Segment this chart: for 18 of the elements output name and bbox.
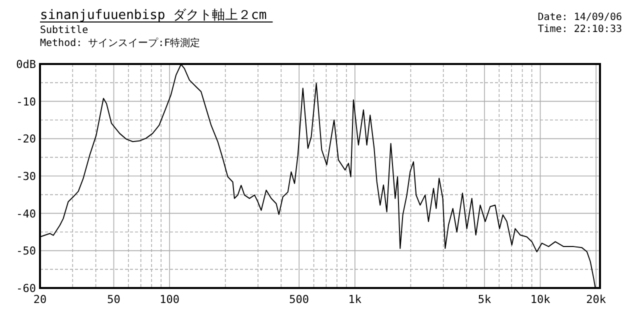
x-tick-label: 20k [586,293,606,306]
y-tick-label: -30 [16,170,36,183]
chart-title: sinanjufuuenbisp ダクト軸上２cm [40,8,267,23]
y-tick-label: -20 [16,132,36,146]
y-tick-label: -60 [16,282,36,295]
chart-subtitle: Subtitle [40,25,88,36]
y-tick-label: 0dB [16,58,36,71]
x-tick-label: 500 [289,293,310,306]
x-tick-label: 50 [107,293,120,306]
header: sinanjufuuenbisp ダクト軸上２cm Subtitle Method: サインスイープ:F特測定 Date: 14/09/06 Time: 22:10:33 [40,8,622,49]
x-tick-label: 1k [348,293,362,306]
x-tick-label: 20 [33,293,47,306]
x-tick-label: 10k [530,293,551,306]
y-tick-label: -50 [16,244,36,258]
y-tick-label: -10 [16,95,36,108]
x-tick-label: 5k [478,293,492,306]
y-tick-label: -40 [16,207,36,220]
x-tick-label: 100 [160,293,180,306]
